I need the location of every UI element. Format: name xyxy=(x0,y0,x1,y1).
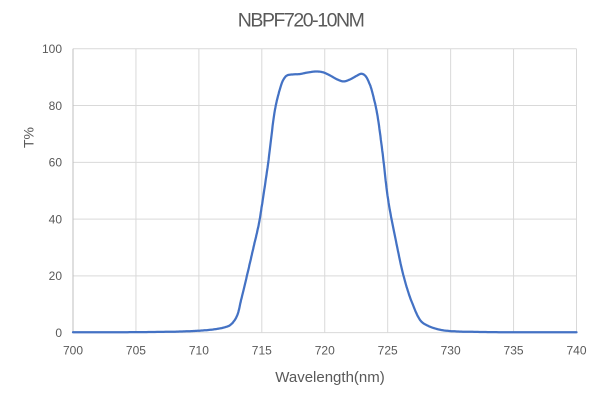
svg-text:700: 700 xyxy=(63,344,83,358)
svg-text:710: 710 xyxy=(189,344,209,358)
svg-text:720: 720 xyxy=(315,344,335,358)
svg-text:0: 0 xyxy=(55,326,62,340)
svg-text:705: 705 xyxy=(126,344,146,358)
svg-text:735: 735 xyxy=(504,344,524,358)
svg-text:T%: T% xyxy=(21,127,37,148)
svg-text:20: 20 xyxy=(49,269,63,283)
svg-text:40: 40 xyxy=(49,212,63,226)
svg-text:Wavelength(nm): Wavelength(nm) xyxy=(275,369,384,386)
svg-text:725: 725 xyxy=(378,344,398,358)
svg-text:740: 740 xyxy=(566,344,586,358)
svg-text:80: 80 xyxy=(49,99,63,113)
svg-text:NBPF720-10NM: NBPF720-10NM xyxy=(238,10,364,32)
svg-text:730: 730 xyxy=(441,344,461,358)
svg-text:100: 100 xyxy=(42,42,62,56)
svg-text:715: 715 xyxy=(252,344,272,358)
svg-text:60: 60 xyxy=(49,156,63,170)
